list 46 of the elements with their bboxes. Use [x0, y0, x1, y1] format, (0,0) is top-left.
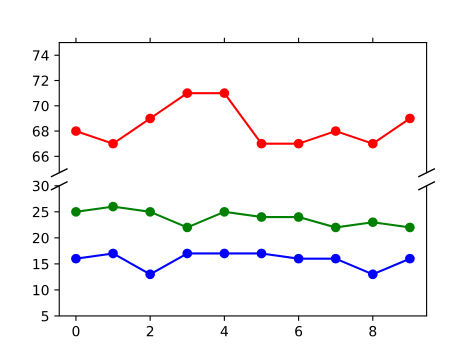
point	[256, 212, 266, 222]
y-tick-label: 10	[33, 284, 49, 296]
point	[294, 212, 304, 222]
y-tick-label: 70	[32, 100, 49, 112]
point	[182, 222, 192, 232]
point	[145, 206, 156, 217]
point	[330, 222, 341, 232]
point	[330, 254, 341, 264]
y-tick-label: 68	[32, 126, 49, 137]
point	[145, 269, 156, 280]
point	[108, 202, 118, 212]
point	[368, 217, 378, 228]
point	[294, 254, 304, 264]
y-tick-label: 66	[32, 151, 49, 162]
y-tick-label: 74	[32, 50, 49, 61]
x-tick-label: 8	[369, 326, 376, 336]
point	[220, 248, 230, 258]
point	[182, 248, 192, 258]
x-tick-label: 4	[220, 326, 228, 336]
y-tick-label: 5	[42, 311, 48, 322]
y-tick-label: 15	[33, 259, 48, 270]
point	[330, 126, 341, 136]
point	[71, 254, 81, 264]
point	[71, 206, 81, 217]
point	[256, 138, 266, 149]
point	[145, 114, 156, 124]
x-tick-label: 0	[72, 326, 80, 336]
y-tick-label: 20	[32, 232, 49, 244]
y-tick-label: 25	[32, 206, 48, 218]
x-tick-label: 6	[295, 326, 302, 336]
y-tick-label: 72	[32, 75, 48, 86]
point	[220, 206, 230, 217]
point	[405, 114, 415, 124]
point	[405, 254, 415, 264]
point	[220, 88, 230, 98]
x-tick-label: 2	[146, 326, 154, 336]
point	[256, 248, 266, 258]
point	[405, 222, 415, 232]
y-tick-label: 30	[32, 180, 49, 192]
point	[108, 138, 118, 149]
point	[108, 248, 118, 258]
point	[71, 126, 81, 136]
point	[182, 88, 192, 98]
point	[368, 269, 378, 280]
point	[368, 138, 378, 149]
point	[294, 138, 304, 149]
